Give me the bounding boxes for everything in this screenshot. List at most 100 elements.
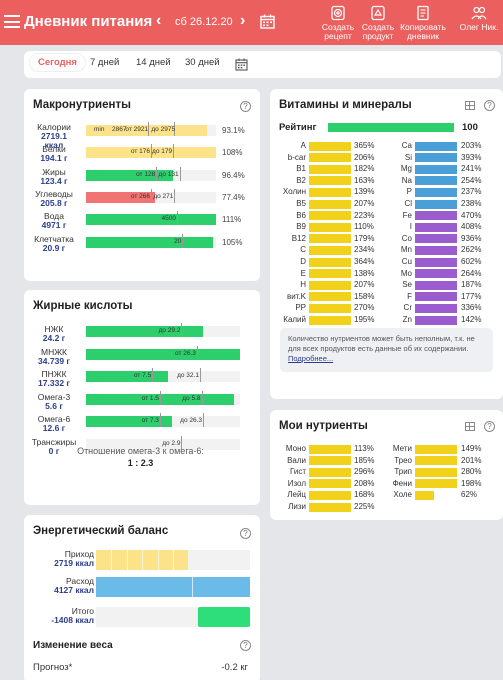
vitamin-percent: 365% (354, 141, 375, 150)
energy-name: Расход (65, 576, 94, 586)
vitamin-bar (309, 199, 351, 209)
mineral-percent: 177% (461, 291, 482, 301)
menu-icon[interactable] (4, 15, 20, 28)
create-product-icon (371, 5, 385, 21)
omega-ratio-value: 1 : 2.3 (127, 458, 154, 468)
macro-label: Белки 194.1 г (26, 145, 82, 163)
help-icon[interactable]: ? (484, 421, 495, 432)
vitamin-name: B1 (296, 164, 306, 174)
energy-label: Приход 2719 ккал (28, 550, 94, 568)
vitamin-name: B2 (296, 175, 306, 185)
vitamin-bar (309, 303, 351, 313)
nutrient-name: Изол (287, 478, 306, 488)
nutrient-percent: 201% (461, 455, 482, 465)
nutrient-bar (309, 502, 351, 512)
vitamin-percent: 207% (354, 199, 375, 208)
macro-target-label: до 2975 (151, 126, 176, 133)
vitamin-bar (309, 315, 351, 325)
forecast-label: Прогноз* (33, 662, 73, 673)
vitamin-bar (309, 245, 351, 255)
fatty-acids-card: Жирные кислоты НЖК 24.2 г до 29.2 МНЖК 34.73… (24, 290, 260, 505)
energy-bar-track (96, 607, 250, 627)
tab-7-days[interactable]: 7 дней (90, 57, 120, 68)
create-recipe-button[interactable]: Создать рецепт (316, 5, 360, 41)
table-view-icon[interactable] (465, 101, 475, 110)
macro-bar-track: от 266 до 271 (86, 188, 216, 203)
macro-target-label: от 176 (130, 148, 150, 156)
mineral-bar (415, 164, 457, 174)
macro-bar-track: min 2867 от 2921 до 2975 (86, 122, 216, 136)
nutrient-name: Мети (392, 444, 412, 453)
mineral-name: Si (404, 152, 412, 162)
mineral-name: Cr (403, 303, 412, 313)
vitamin-percent: 163% (354, 175, 375, 185)
fatty-label: Трансжиры 0 г (24, 437, 84, 456)
fatty-max-mark (203, 413, 205, 427)
vitamin-name: Калий (283, 315, 306, 324)
macronutrients-title: Макронутриенты (33, 99, 131, 111)
nutrient-bar (309, 467, 351, 477)
tab-14-days[interactable]: 14 дней (136, 57, 171, 68)
mineral-name: Zn (402, 315, 412, 324)
fatty-value: 5.6 г (45, 400, 63, 411)
nutrient-bar (415, 444, 457, 454)
vitamin-bar (309, 269, 351, 279)
user-menu-button[interactable]: Олег Ник. (455, 5, 503, 32)
copy-diary-button[interactable]: Копировать дневник (397, 5, 449, 41)
macro-name: Вода (44, 211, 64, 222)
help-icon[interactable]: ? (240, 640, 251, 651)
mineral-bar (415, 141, 457, 151)
mineral-bar (415, 292, 457, 302)
macro-percent: 93.1% (222, 126, 245, 135)
mineral-bar (415, 245, 457, 255)
help-icon[interactable]: ? (240, 528, 251, 539)
macro-name: Углеводы (35, 188, 73, 199)
fatty-bar-track: до 29.2 (86, 323, 240, 337)
nutrient-percent: 208% (354, 478, 375, 488)
tab-today[interactable]: Сегодня (30, 54, 85, 71)
fatty-max-label: до 5.8 (182, 394, 201, 402)
fatty-name: Омега-6 (37, 414, 71, 424)
vitamin-bar (309, 222, 351, 232)
mineral-name: Cl (404, 199, 412, 208)
fatty-min-label: от 7.3 (141, 417, 159, 424)
create-product-button[interactable]: Создать продукт (356, 5, 400, 41)
fatty-bar-fill (86, 371, 168, 382)
fatty-name: МНЖК (40, 346, 68, 357)
fatty-min-mark (159, 413, 161, 427)
more-link[interactable]: Подробнее... (288, 354, 334, 363)
macro-name: Белки (42, 144, 66, 155)
fatty-min-mark (159, 390, 161, 405)
fatty-label: Омега-3 5.6 г (24, 392, 84, 411)
fatty-bar-fill (86, 348, 240, 360)
vitamin-percent: 182% (354, 164, 375, 174)
vitamin-bar (309, 164, 351, 174)
user-name: Олег Ник. (459, 22, 499, 32)
mineral-bar (415, 234, 457, 244)
macro-min-label: min (94, 126, 105, 133)
nutrient-bar (415, 479, 457, 489)
macro-label: Жиры 123.4 г (26, 167, 82, 186)
tab-30-days[interactable]: 30 дней (185, 57, 220, 68)
energy-bar-fill (197, 607, 250, 627)
fatty-bar-fill (86, 326, 204, 337)
macro-name: Калории (37, 122, 71, 132)
calendar-icon[interactable] (260, 14, 275, 29)
prev-day-button[interactable]: ‹ (156, 12, 162, 29)
nutrient-name: Вали (287, 455, 306, 465)
mineral-bar (415, 315, 457, 325)
next-day-button[interactable]: › (240, 12, 246, 29)
current-date: сб 26.12.20 (175, 16, 233, 28)
table-view-icon[interactable] (465, 422, 475, 431)
vitamins-title: Витамины и минералы (279, 99, 412, 111)
note-text: Количество нутриентов может быть неполны… (288, 334, 475, 353)
macro-target-label: от 128 (136, 170, 156, 178)
mineral-name: Cu (401, 257, 412, 266)
fatty-name: ПНЖК (41, 369, 67, 379)
fatty-min-mark (152, 368, 154, 382)
help-icon[interactable]: ? (240, 101, 251, 112)
period-calendar-icon[interactable] (235, 58, 248, 71)
help-icon[interactable]: ? (484, 100, 495, 111)
fatty-label: Омега-6 12.6 г (24, 415, 84, 433)
vitamin-bar (309, 234, 351, 244)
